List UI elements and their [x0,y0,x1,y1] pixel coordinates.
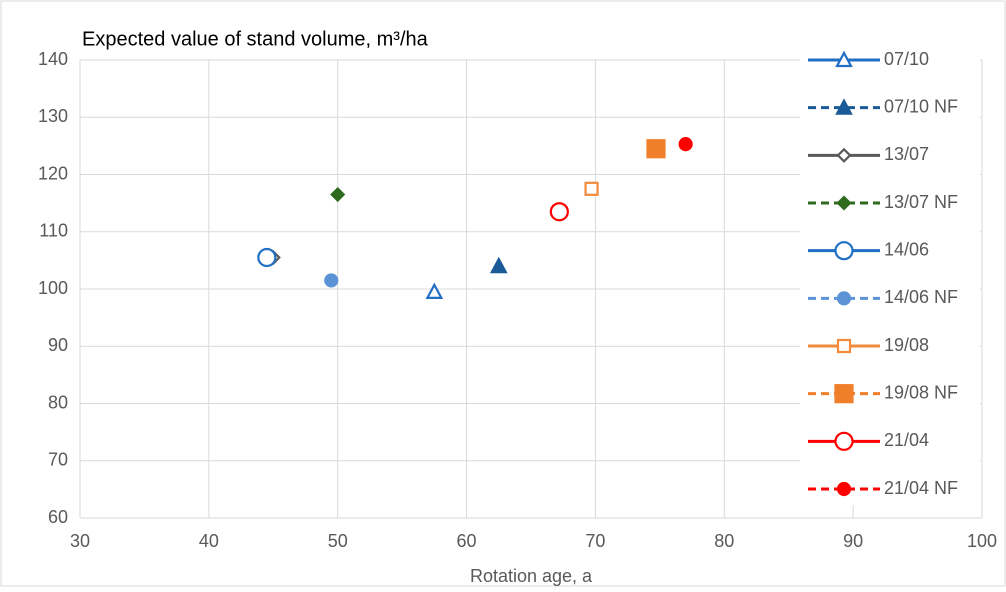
x-tick-label: 80 [714,531,734,551]
y-tick-label: 100 [38,278,68,298]
y-tick-label: 110 [39,221,68,241]
marker [646,139,666,159]
x-tick-label: 100 [967,531,997,551]
marker [257,247,277,268]
legend-label: 07/10 [884,49,929,69]
legend-label: 13/07 [884,144,929,164]
legend-label: 14/06 NF [884,287,958,307]
x-tick-label: 60 [457,531,477,551]
x-tick-label: 40 [199,531,219,551]
marker [678,137,693,152]
marker [836,481,852,497]
y-tick-label: 60 [48,507,68,527]
y-tick-label: 70 [48,450,68,470]
x-axis-label: Rotation age, a [470,566,593,586]
legend-label: 13/07 NF [884,192,958,212]
legend-background [800,45,980,505]
y-tick-label: 80 [48,392,68,412]
marker [834,431,854,451]
marker [836,195,852,211]
marker [584,181,599,196]
x-tick-label: 50 [328,531,348,551]
legend-label: 19/08 NF [884,382,958,402]
legend-label: 21/04 [884,430,929,450]
x-tick-label: 30 [70,531,90,551]
y-tick-label: 120 [38,163,68,183]
marker [834,384,854,404]
chart-title: Expected value of stand volume, m³/ha [82,28,429,50]
marker [425,282,444,299]
marker [330,186,346,203]
y-tick-label: 140 [38,49,68,69]
y-tick-label: 130 [38,106,68,126]
marker [324,273,339,288]
legend-label: 14/06 [884,239,929,259]
x-tick-label: 90 [843,531,863,551]
marker [835,98,853,115]
legend-label: 19/08 [884,335,929,355]
legend-label: 07/10 NF [884,96,958,116]
marker [836,147,852,163]
x-tick-label: 70 [585,531,605,551]
legend-label: 21/04 NF [884,478,958,498]
marker [834,241,854,261]
y-tick-label: 90 [48,335,68,355]
marker [836,338,852,354]
marker [835,50,853,68]
marker [489,256,508,274]
marker [549,202,569,222]
marker [836,291,852,306]
